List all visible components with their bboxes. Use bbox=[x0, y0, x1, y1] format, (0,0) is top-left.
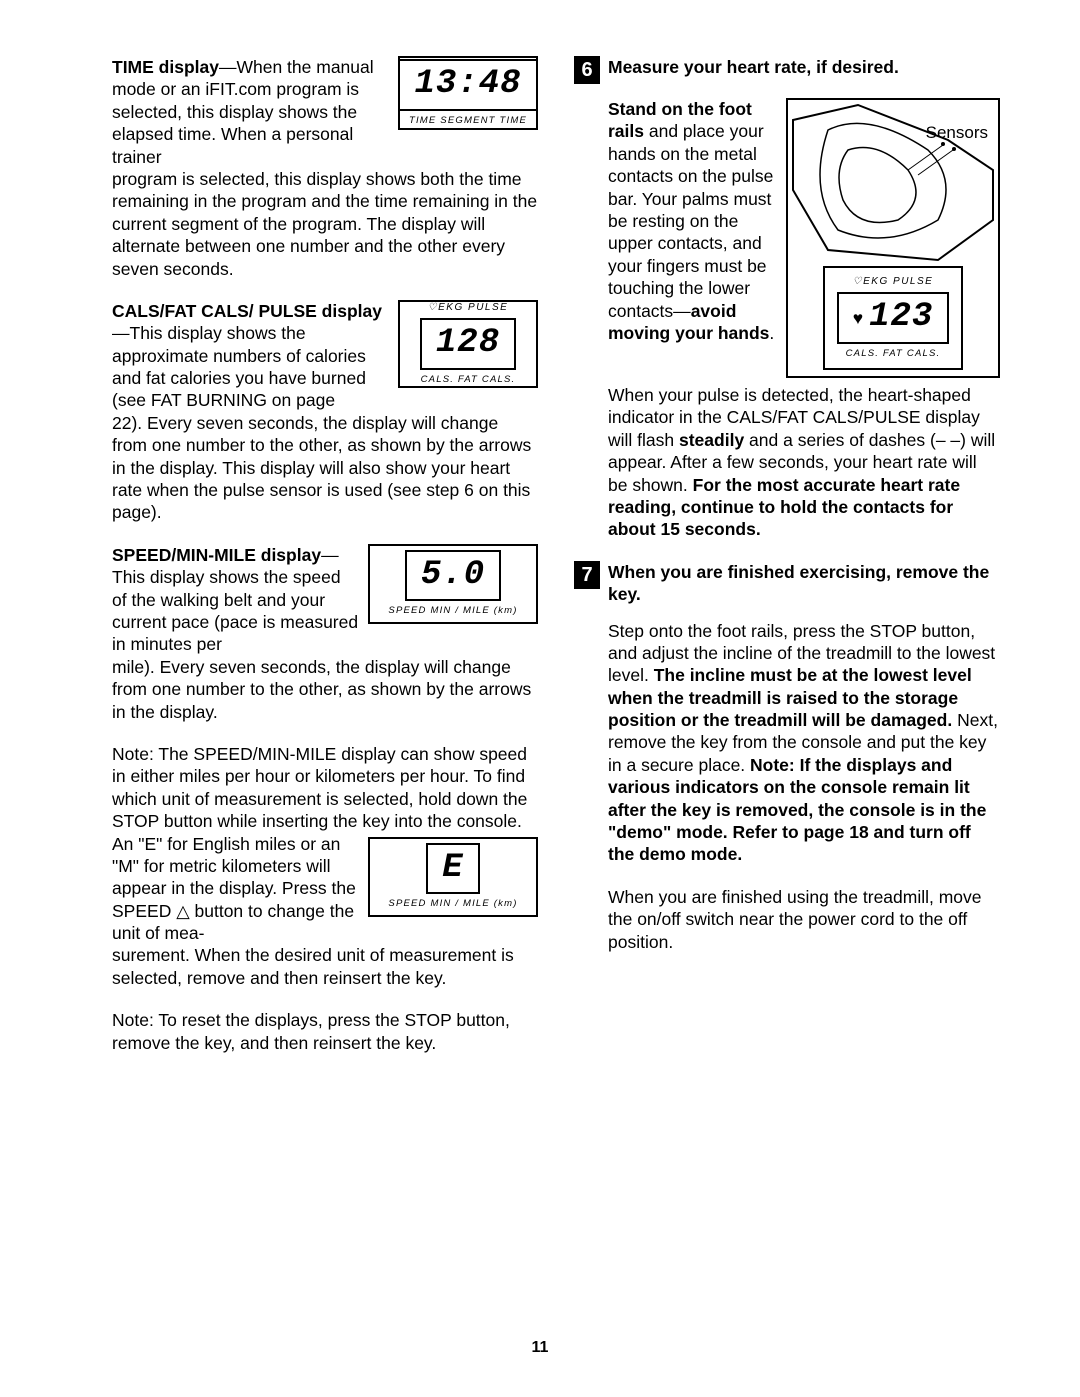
step-7-p2: When you are finished using the treadmil… bbox=[608, 886, 1000, 953]
s7-bold1: The incline must be at the lowest level … bbox=[608, 665, 972, 730]
step-number-7: 7 bbox=[574, 561, 600, 589]
page-number: 11 bbox=[532, 1339, 549, 1357]
step-6-row: 6 Measure your heart rate, if desired. bbox=[574, 56, 1000, 84]
speed-head: SPEED/MIN-MILE display bbox=[112, 545, 321, 565]
speed-text2: mile). Every seven seconds, the display … bbox=[112, 656, 538, 723]
segment-box: 128 bbox=[420, 318, 516, 370]
segment-box: 13:48 bbox=[398, 59, 537, 111]
cals-head: CALS/FAT CALS/ PULSE display bbox=[112, 301, 382, 321]
speed-block: 5.0 SPEED MIN / MILE (km) SPEED/MIN-MILE… bbox=[112, 544, 538, 656]
left-column: 13:48 TIME SEGMENT TIME TIME display—Whe… bbox=[112, 56, 538, 1074]
unit-display-figure: E SPEED MIN / MILE (km) bbox=[368, 837, 538, 917]
note-unit-text: Note: The SPEED/MIN-MILE display can sho… bbox=[112, 743, 538, 833]
note-reset: Note: To reset the displays, press the S… bbox=[112, 1009, 538, 1054]
speed-value: 5.0 bbox=[421, 554, 485, 598]
cals-top-label: ♡EKG PULSE bbox=[428, 302, 509, 315]
speed-display-figure: 5.0 SPEED MIN / MILE (km) bbox=[368, 544, 538, 624]
time-fig-label: TIME SEGMENT TIME bbox=[409, 115, 527, 127]
time-text2: program is selected, this display shows … bbox=[112, 168, 538, 280]
segment-box: ♥ 123 bbox=[837, 292, 950, 344]
stand-period: . bbox=[769, 323, 774, 343]
segment-box: 5.0 bbox=[405, 550, 501, 602]
sensor-figure: Sensors ♡EKG PULSE ♥ 123 CALS. FAT CALS. bbox=[786, 98, 1000, 378]
step-number-6: 6 bbox=[574, 56, 600, 84]
cals-block: ♡EKG PULSE 128 CALS. FAT CALS. CALS/FAT … bbox=[112, 300, 538, 412]
unit-cont: surement. When the desired unit of measu… bbox=[112, 944, 538, 989]
page: 13:48 TIME SEGMENT TIME TIME display—Whe… bbox=[0, 0, 1080, 1114]
step-7-row: 7 When you are finished exercising, remo… bbox=[574, 561, 1000, 606]
step-6-title: Measure your heart rate, if desired. bbox=[608, 56, 899, 78]
speed-block-cont: mile). Every seven seconds, the display … bbox=[112, 656, 538, 723]
panel-top: ♡EKG PULSE bbox=[853, 276, 934, 289]
cals-text1: —This display shows the approximate numb… bbox=[112, 323, 366, 410]
step-7-title: When you are finished exercising, remove… bbox=[608, 561, 1000, 606]
cals-display-figure: ♡EKG PULSE 128 CALS. FAT CALS. bbox=[398, 300, 538, 388]
step-6-body: Sensors ♡EKG PULSE ♥ 123 CALS. FAT CALS.… bbox=[608, 98, 1000, 378]
cals-value: 128 bbox=[436, 322, 500, 366]
cals-text2: 22). Every seven seconds, the display wi… bbox=[112, 412, 538, 524]
step-7-p1: Step onto the foot rails, press the STOP… bbox=[608, 620, 1000, 866]
time-block-cont: program is selected, this display shows … bbox=[112, 168, 538, 280]
panel-value: 123 bbox=[869, 296, 933, 340]
stand-rest1: and place your hands on the metal contac… bbox=[608, 121, 773, 320]
segment-box: E bbox=[426, 843, 479, 895]
heart-icon: ♥ bbox=[853, 307, 863, 329]
unit-value: E bbox=[442, 847, 463, 891]
time-head: TIME display bbox=[112, 57, 219, 77]
speed-fig-label: SPEED MIN / MILE (km) bbox=[388, 605, 517, 617]
time-display-figure: 13:48 TIME SEGMENT TIME bbox=[398, 56, 538, 130]
right-column: 6 Measure your heart rate, if desired. S… bbox=[574, 56, 1000, 1074]
sensors-label: Sensors bbox=[926, 122, 988, 144]
pulse-bold1: steadily bbox=[679, 430, 744, 450]
unit-block: E SPEED MIN / MILE (km) An "E" for Engli… bbox=[112, 833, 538, 945]
unit-cont-text: surement. When the desired unit of measu… bbox=[112, 944, 538, 989]
s7-p2-text: When you are finished using the treadmil… bbox=[608, 886, 1000, 953]
unit-fig-label: SPEED MIN / MILE (km) bbox=[388, 898, 517, 910]
note-reset-text: Note: To reset the displays, press the S… bbox=[112, 1009, 538, 1054]
sensor-inner-panel: ♡EKG PULSE ♥ 123 CALS. FAT CALS. bbox=[823, 266, 963, 370]
note-unit: Note: The SPEED/MIN-MILE display can sho… bbox=[112, 743, 538, 833]
pulse-para: When your pulse is detected, the heart-s… bbox=[608, 384, 1000, 541]
cals-block-cont: 22). Every seven seconds, the display wi… bbox=[112, 412, 538, 524]
time-value: 13:48 bbox=[414, 63, 521, 107]
panel-label: CALS. FAT CALS. bbox=[846, 348, 941, 360]
time-block: 13:48 TIME SEGMENT TIME TIME display—Whe… bbox=[112, 56, 538, 168]
cals-fig-label: CALS. FAT CALS. bbox=[421, 374, 516, 386]
